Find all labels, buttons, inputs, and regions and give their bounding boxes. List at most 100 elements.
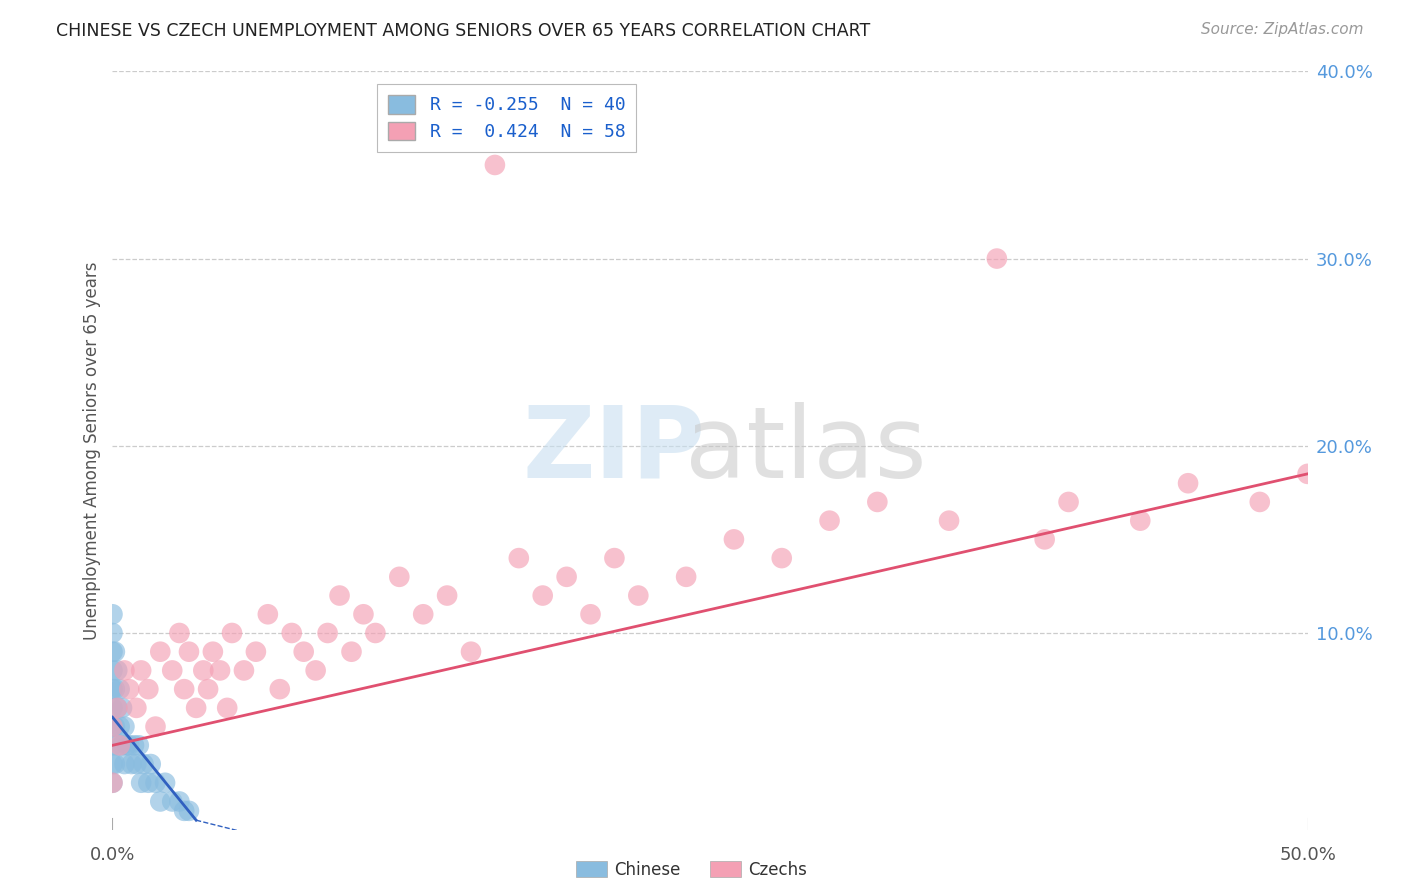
Point xyxy=(101,720,124,734)
Point xyxy=(149,645,172,659)
Text: atlas: atlas xyxy=(685,402,927,499)
Point xyxy=(938,514,960,528)
Point xyxy=(149,795,172,809)
Point xyxy=(364,626,387,640)
Point xyxy=(104,720,127,734)
Point xyxy=(101,607,124,622)
Point xyxy=(169,795,191,809)
Point xyxy=(217,701,239,715)
Point xyxy=(340,645,363,659)
Point xyxy=(201,645,224,659)
Point xyxy=(484,158,506,172)
Point xyxy=(233,664,256,678)
Point xyxy=(986,252,1008,266)
Point xyxy=(281,626,304,640)
Point xyxy=(269,682,291,697)
Y-axis label: Unemployment Among Seniors over 65 years: Unemployment Among Seniors over 65 years xyxy=(83,261,101,640)
Legend: R = -0.255  N = 40, R =  0.424  N = 58: R = -0.255 N = 40, R = 0.424 N = 58 xyxy=(377,84,637,152)
Point xyxy=(101,739,124,753)
Point xyxy=(108,739,131,753)
Point xyxy=(173,682,195,697)
Point xyxy=(108,682,131,697)
Point xyxy=(122,739,145,753)
Point xyxy=(1249,495,1271,509)
Point xyxy=(173,804,195,818)
Text: Czechs: Czechs xyxy=(748,861,807,879)
Point xyxy=(508,551,530,566)
Point xyxy=(603,551,626,566)
Point xyxy=(121,757,143,772)
Point xyxy=(193,664,215,678)
Point xyxy=(101,682,124,697)
Point xyxy=(105,739,128,753)
Point xyxy=(118,739,141,753)
Point xyxy=(114,757,135,772)
Point xyxy=(460,645,482,659)
Point xyxy=(115,739,138,753)
Point xyxy=(101,720,124,734)
Point xyxy=(114,664,135,678)
Point xyxy=(1129,514,1152,528)
Point xyxy=(153,776,176,790)
Point xyxy=(162,664,183,678)
Point xyxy=(412,607,434,622)
Point xyxy=(145,776,167,790)
Point xyxy=(388,570,411,584)
Point xyxy=(1033,533,1056,547)
Point xyxy=(723,533,745,547)
Point xyxy=(818,514,841,528)
Point xyxy=(245,645,267,659)
Point xyxy=(329,589,352,603)
Point xyxy=(105,664,128,678)
Text: ZIP: ZIP xyxy=(523,402,706,499)
Point xyxy=(132,757,155,772)
Point xyxy=(105,701,128,715)
Point xyxy=(177,804,200,818)
Point xyxy=(186,701,208,715)
Point xyxy=(579,607,602,622)
Point xyxy=(531,589,554,603)
Point xyxy=(129,664,152,678)
Point xyxy=(108,720,131,734)
Point xyxy=(125,701,148,715)
Point xyxy=(169,626,191,640)
Text: CHINESE VS CZECH UNEMPLOYMENT AMONG SENIORS OVER 65 YEARS CORRELATION CHART: CHINESE VS CZECH UNEMPLOYMENT AMONG SENI… xyxy=(56,22,870,40)
Point xyxy=(101,776,124,790)
Point xyxy=(866,495,889,509)
Point xyxy=(555,570,578,584)
Point xyxy=(316,626,339,640)
Point xyxy=(104,757,127,772)
Point xyxy=(162,795,183,809)
Point xyxy=(145,720,167,734)
Text: Source: ZipAtlas.com: Source: ZipAtlas.com xyxy=(1201,22,1364,37)
Point xyxy=(1057,495,1080,509)
Point xyxy=(436,589,458,603)
Point xyxy=(118,682,141,697)
Point xyxy=(352,607,374,622)
Point xyxy=(111,739,134,753)
Point xyxy=(257,607,280,622)
Point xyxy=(1296,467,1319,481)
Point xyxy=(101,626,124,640)
Point xyxy=(125,757,148,772)
Point xyxy=(105,701,128,715)
Point xyxy=(209,664,232,678)
Point xyxy=(101,776,124,790)
Point xyxy=(104,645,127,659)
Point xyxy=(129,776,152,790)
Point xyxy=(111,701,134,715)
Point xyxy=(138,776,160,790)
Point xyxy=(305,664,328,678)
Point xyxy=(675,570,697,584)
Point xyxy=(138,682,160,697)
Point xyxy=(197,682,219,697)
Text: Chinese: Chinese xyxy=(614,861,681,879)
Point xyxy=(139,757,162,772)
Point xyxy=(101,645,124,659)
Point xyxy=(1177,476,1199,491)
Point xyxy=(104,682,127,697)
Point xyxy=(177,645,200,659)
Point xyxy=(101,664,124,678)
Point xyxy=(770,551,793,566)
Point xyxy=(627,589,650,603)
